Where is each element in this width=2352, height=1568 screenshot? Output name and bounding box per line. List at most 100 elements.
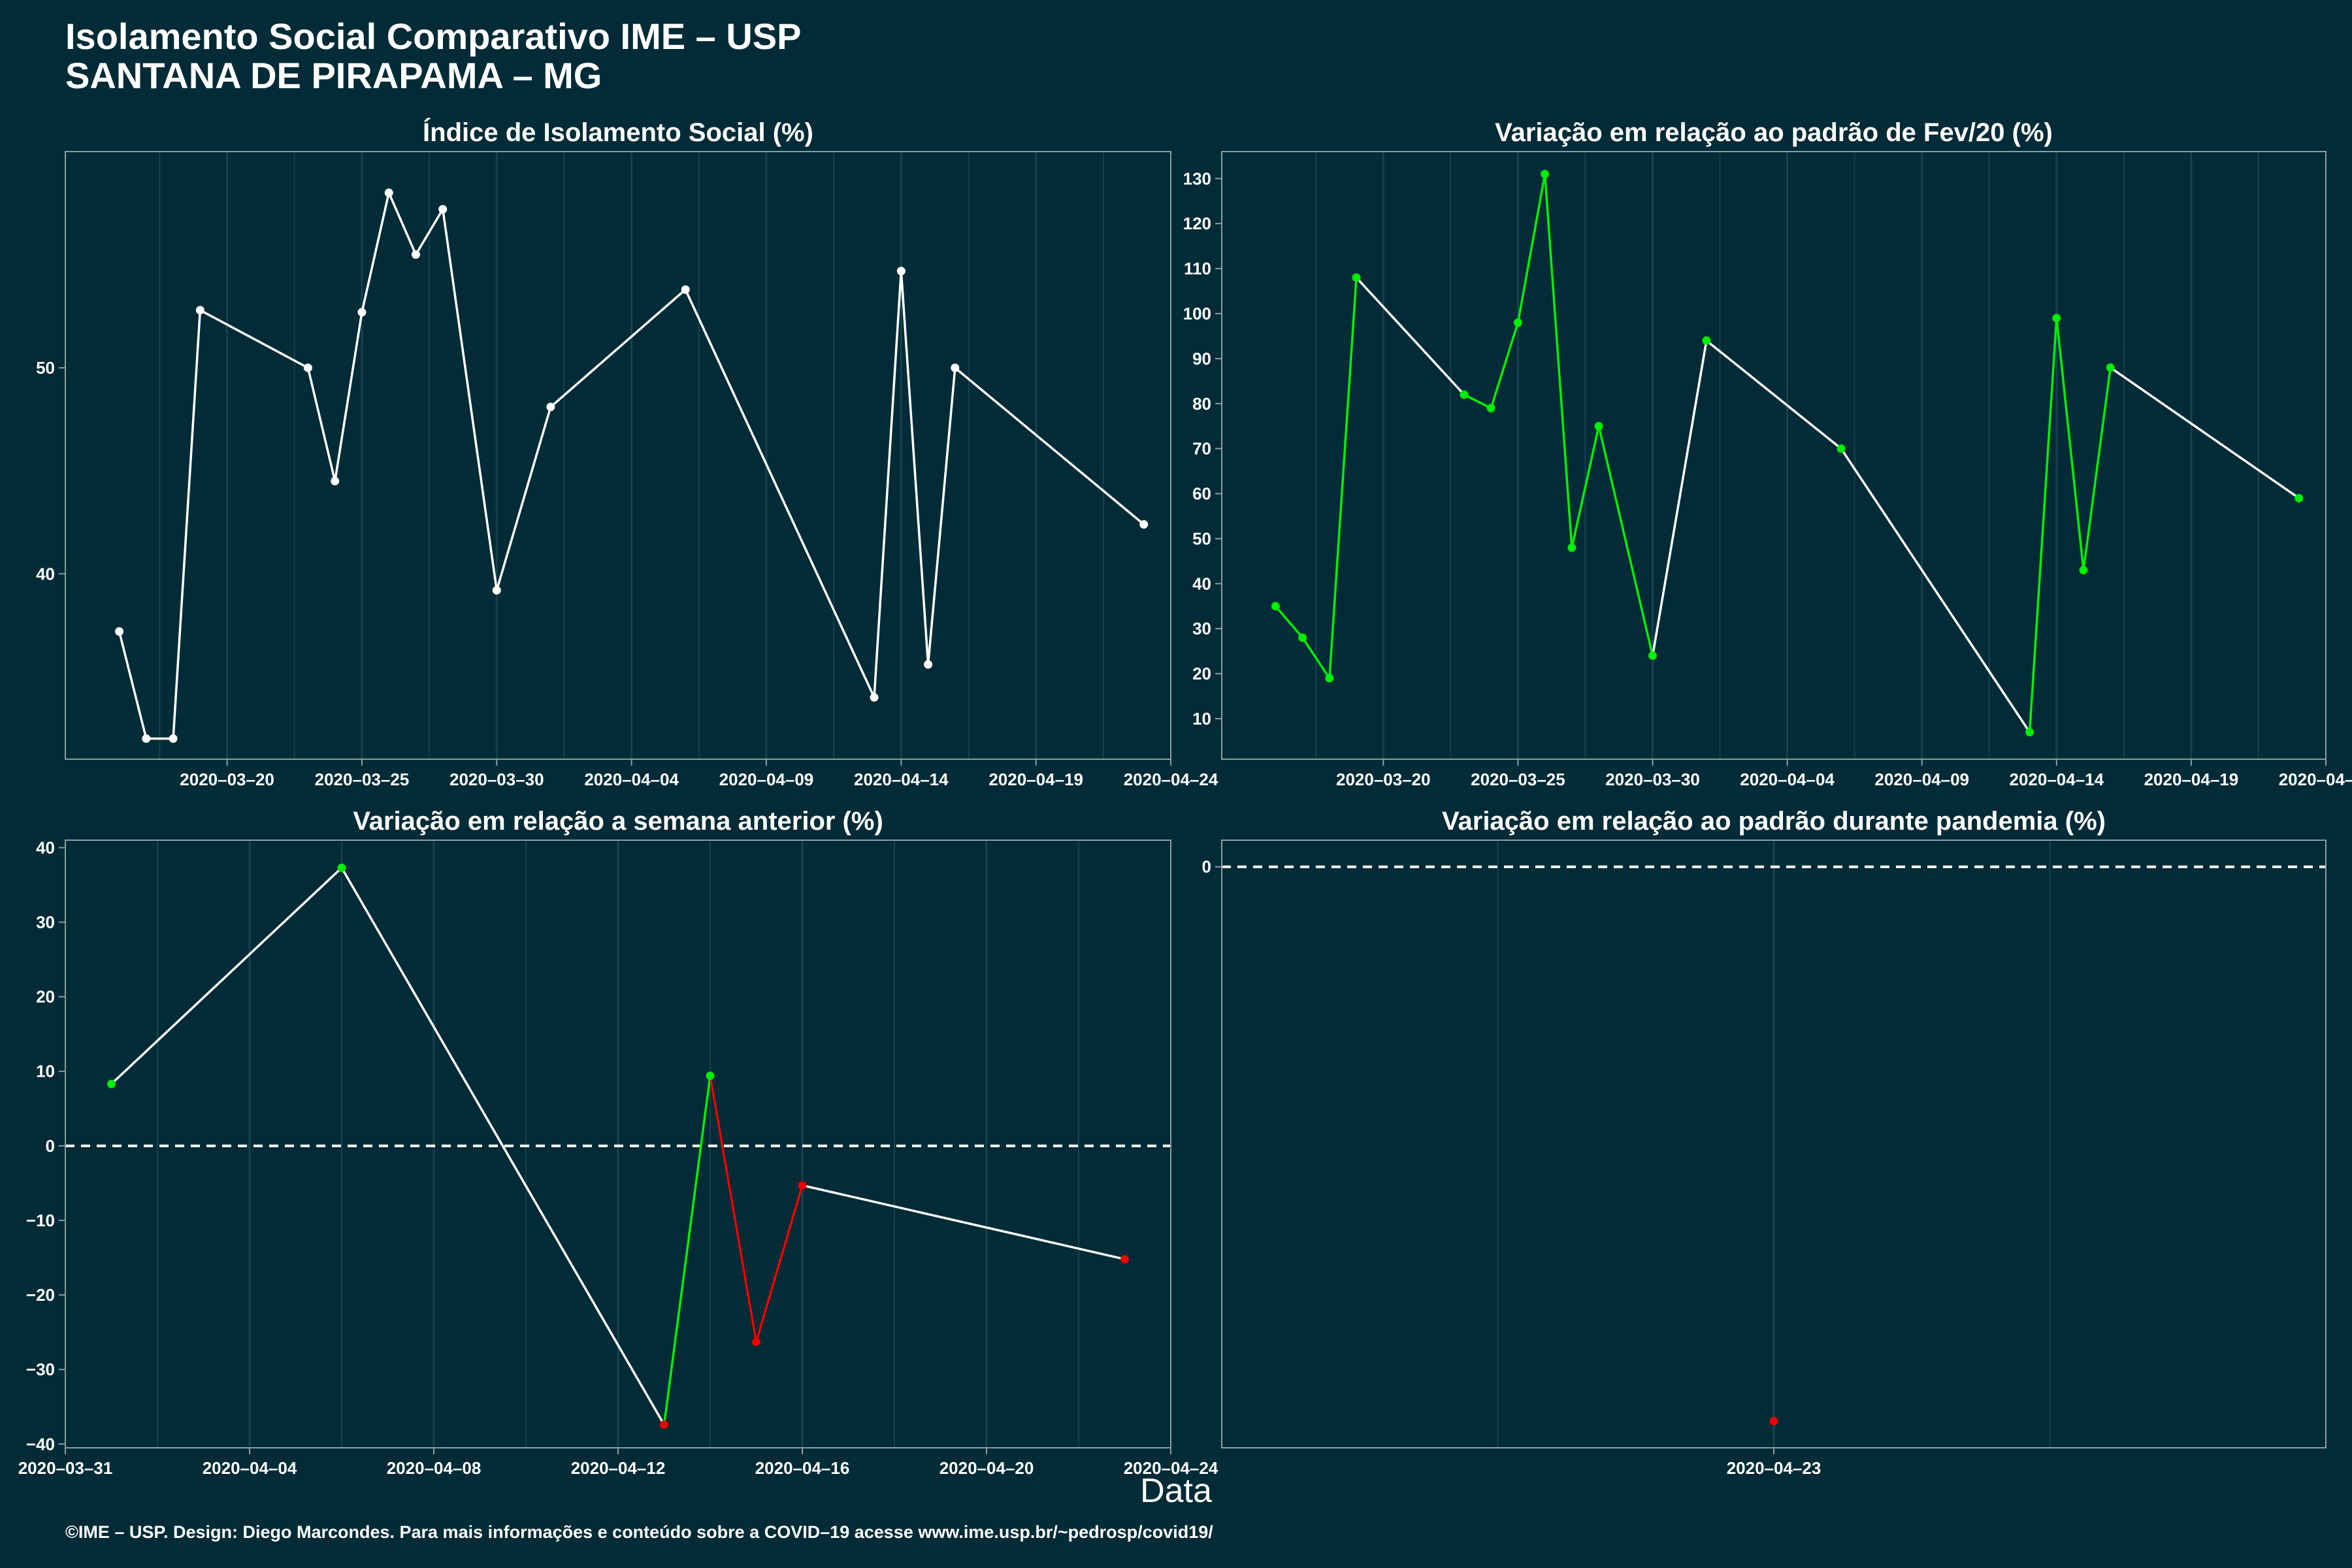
panel1-line-segment <box>361 191 390 314</box>
panel1-line-segment <box>495 406 552 592</box>
panel1-frame <box>65 151 1171 760</box>
panel3-x-tick-label: 2020–04–12 <box>571 1458 666 1478</box>
panel3-data-point <box>1120 1254 1129 1264</box>
panel2-data-point <box>1460 390 1469 399</box>
panel1-data-point <box>870 693 879 702</box>
panel2-y-tick-label: 110 <box>1184 259 1211 278</box>
panel1-data-point <box>142 734 151 743</box>
panel2-y-tick-label: 50 <box>1192 529 1211 548</box>
panel3-data-point <box>752 1337 760 1347</box>
panel1-title: Índice de Isolamento Social (%) <box>423 118 813 147</box>
panel3-line-segment <box>662 1074 711 1426</box>
panel2-data-point <box>1513 318 1522 327</box>
panel2-data-point <box>2079 566 2088 575</box>
panel2-line-segment <box>1463 393 1492 410</box>
panel1-data-point <box>438 204 448 214</box>
panel1-x-tick-label: 2020–04–24 <box>1124 770 1218 789</box>
panel1-data-point <box>384 188 393 197</box>
panel2-x-tick-label: 2020–04–04 <box>1740 770 1835 789</box>
panel1-data-point <box>924 660 933 669</box>
panel1-line-segment <box>387 191 417 256</box>
panel2-data-point <box>1594 421 1603 431</box>
chart-title-block: Isolamento Social Comparativo IME – USP … <box>65 17 802 95</box>
panel2-line-segment <box>1543 172 1573 549</box>
panel3-line-segment <box>755 1184 804 1343</box>
chart-title: Isolamento Social Comparativo IME – USP <box>65 16 802 57</box>
panel1-line-segment <box>414 208 444 256</box>
panel1-line-segment <box>900 270 930 666</box>
panel2-line-segment <box>1651 339 1708 657</box>
panel1-line-segment <box>926 367 956 666</box>
panel2-line-segment <box>2055 317 2085 572</box>
panel2-data-point <box>1352 273 1361 282</box>
panel1-x-tick-label: 2020–03–20 <box>180 770 274 789</box>
panel4-y-tick-label: 0 <box>1202 857 1211 877</box>
panel2-data-point <box>1486 404 1495 413</box>
panel2-data-point <box>2106 363 2115 372</box>
panel1-line-segment <box>333 311 363 483</box>
panel1-data-point <box>1139 520 1149 529</box>
panel3-y-tick-label: −20 <box>26 1285 55 1305</box>
panel2-line-segment <box>1328 276 1358 679</box>
panel2-data-point <box>1567 543 1576 552</box>
panel3-y-tick-label: 10 <box>36 1062 55 1081</box>
panel2-frame <box>1221 151 2327 760</box>
panel2-line-segment <box>1301 636 1331 679</box>
panel2-x-tick-label: 2020–03–30 <box>1605 770 1700 789</box>
x-axis-title: Data <box>1140 1472 1212 1510</box>
panel1-data-point <box>357 308 367 317</box>
panel1-data-point <box>303 363 312 372</box>
panel3-y-tick-label: −40 <box>26 1434 55 1454</box>
panel3-line-segment <box>110 866 343 1085</box>
panel1-data-point <box>169 734 178 743</box>
panel1-data-point <box>411 250 420 259</box>
panel1-data-point <box>331 476 340 485</box>
panel2-y-tick-label: 40 <box>1192 574 1211 593</box>
panel1-data-point <box>681 285 690 294</box>
panel2-x-tick-label: 2020–03–25 <box>1471 770 1565 789</box>
panel2-data-point <box>1541 169 1550 178</box>
panel3-line-segment <box>801 1184 1126 1261</box>
panel3-line-segment <box>709 1074 758 1343</box>
panel1-x-tick-label: 2020–04–09 <box>719 770 814 789</box>
panel2-data-point <box>1702 336 1711 345</box>
panel3-line-segment <box>340 866 666 1426</box>
panel2-line-segment <box>1597 425 1654 657</box>
panel2-line-segment <box>1840 447 2031 734</box>
panel1-x-tick-label: 2020–04–19 <box>988 770 1083 789</box>
panel2-line-segment <box>2109 366 2300 500</box>
panel1-data-point <box>546 402 555 412</box>
panel2-x-tick-label: 2020–04–24 <box>2279 770 2352 789</box>
panel4-title: Variação em relação ao padrão durante pa… <box>1442 807 2106 836</box>
panel2-y-tick-label: 30 <box>1192 619 1211 638</box>
panel1-line-segment <box>442 208 498 592</box>
panel4-x-tick-label: 2020–04–23 <box>1727 1458 1821 1478</box>
panel1-y-tick-label: 40 <box>36 564 55 583</box>
panel3-data-point <box>798 1181 807 1190</box>
panel2-y-tick-label: 20 <box>1192 664 1211 683</box>
panel1-data-point <box>115 627 124 636</box>
panel3-y-tick-label: −30 <box>26 1360 55 1379</box>
panel2-data-point <box>1837 444 1846 453</box>
panel1-line-segment <box>684 288 875 699</box>
panel3-y-tick-label: 0 <box>46 1136 55 1156</box>
panel2-line-segment <box>1516 172 1546 324</box>
panel2-y-tick-label: 10 <box>1192 709 1211 728</box>
panel3-x-tick-label: 2020–04–16 <box>755 1458 850 1478</box>
panel3-y-tick-label: 40 <box>36 838 55 857</box>
panel3-x-tick-label: 2020–04–24 <box>1124 1458 1218 1478</box>
panel2-data-point <box>2025 728 2034 737</box>
panel3-y-tick-label: 20 <box>36 987 55 1007</box>
panel1-x-tick-label: 2020–04–04 <box>584 770 679 789</box>
panel2-y-tick-label: 60 <box>1192 484 1211 504</box>
panel3-data-point <box>660 1420 668 1429</box>
panel2-x-tick-label: 2020–03–20 <box>1336 770 1431 789</box>
panel2-data-point <box>1298 633 1307 642</box>
panel2-y-tick-label: 80 <box>1192 394 1211 414</box>
panel2-line-segment <box>2082 366 2112 572</box>
panel3-data-point <box>107 1079 116 1088</box>
panel2-line-segment <box>1705 339 1842 450</box>
panel3-x-tick-label: 2020–03–31 <box>18 1458 113 1478</box>
panel1-y-tick-label: 50 <box>36 358 55 378</box>
